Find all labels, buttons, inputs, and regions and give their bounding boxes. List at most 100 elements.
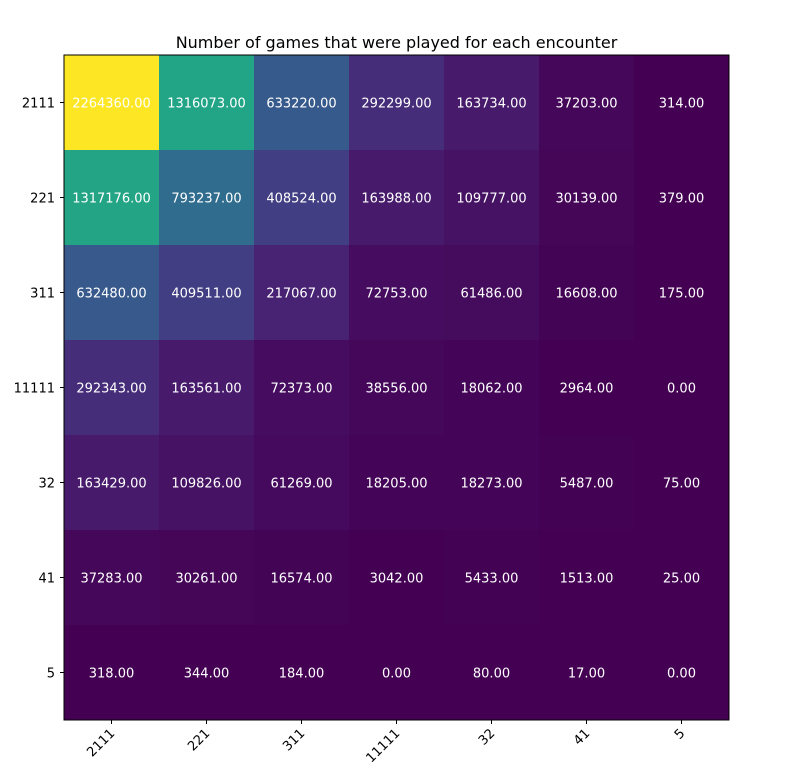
heatmap-cell [254,530,350,626]
heatmap-cells [64,55,730,721]
heatmap-cell [349,435,445,531]
heatmap-cell [444,150,540,246]
cell-value-label: 38556.00 [365,382,427,397]
heatmap-cell [539,625,635,721]
x-tick-label: 41 [571,726,593,748]
cell-value-label: 72373.00 [270,382,332,397]
heatmap-cell [539,435,635,531]
cell-value-label: 1317176.00 [72,192,151,207]
cell-value-label: 408524.00 [266,192,336,207]
heatmap-cell [64,55,160,151]
cell-value-label: 2964.00 [560,382,614,397]
heatmap-cell [64,435,160,531]
heatmap-cell [254,245,350,341]
heatmap-cell [634,245,730,341]
heatmap-cell [64,340,160,436]
heatmap-cell [159,55,255,151]
heatmap-cell [539,530,635,626]
heatmap-cell [539,55,635,151]
cell-value-label: 344.00 [184,667,230,682]
y-tick-label: 32 [38,477,55,492]
y-axis: 2111 221 311 11111 32 41 5 [14,97,64,682]
cell-value-label: 18062.00 [460,382,522,397]
cell-value-label: 25.00 [663,572,700,587]
heatmap-cell [64,245,160,341]
cell-value-label: 37283.00 [80,572,142,587]
heatmap-cell [349,150,445,246]
heatmap-cell [159,340,255,436]
chart-title: Number of games that were played for eac… [176,33,618,52]
heatmap-cell [634,340,730,436]
x-axis: 2111 221 311 11111 32 41 5 [84,720,688,766]
y-tick-label: 311 [30,287,55,302]
cell-value-label: 109826.00 [171,477,241,492]
heatmap-cell [159,150,255,246]
heatmap-cell [64,625,160,721]
heatmap-cell [349,55,445,151]
x-tick-label: 32 [476,726,498,748]
heatmap-cell [159,625,255,721]
cell-value-label: 163734.00 [456,97,526,112]
cell-value-label: 292343.00 [76,382,146,397]
cell-value-label: 72753.00 [365,287,427,302]
y-tick-label: 41 [38,572,55,587]
cell-value-label: 0.00 [667,382,696,397]
heatmap-cell [539,150,635,246]
heatmap-cell [349,245,445,341]
heatmap-cell [634,55,730,151]
heatmap-cell [444,340,540,436]
heatmap-cell [254,435,350,531]
heatmap-cell [254,150,350,246]
cell-value-label: 16608.00 [555,287,617,302]
cell-value-label: 292299.00 [361,97,431,112]
heatmap-cell [159,245,255,341]
y-tick-label: 2111 [22,97,55,112]
heatmap-cell [349,530,445,626]
cell-value-label: 184.00 [279,667,325,682]
cell-value-label: 0.00 [382,667,411,682]
heatmap-cell [349,340,445,436]
heatmap-cell [634,625,730,721]
cell-value-label: 3042.00 [370,572,424,587]
cell-value-label: 30139.00 [555,192,617,207]
heatmap-cell [634,150,730,246]
heatmap-cell [254,625,350,721]
cell-value-label: 175.00 [659,287,705,302]
cell-value-label: 2264360.00 [72,97,151,112]
heatmap-cell [634,435,730,531]
cell-value-label: 163429.00 [76,477,146,492]
x-tick-label: 221 [185,726,213,754]
cell-value-label: 5487.00 [560,477,614,492]
heatmap-cell [634,530,730,626]
heatmap-cell [254,340,350,436]
heatmap-cell [349,625,445,721]
x-tick-label: 311 [280,726,308,754]
cell-value-label: 1316073.00 [167,97,246,112]
y-tick-label: 5 [47,667,55,682]
cell-value-label: 37203.00 [555,97,617,112]
cell-value-label: 314.00 [659,97,705,112]
cell-value-label: 5433.00 [465,572,519,587]
cell-value-label: 18205.00 [365,477,427,492]
cell-value-label: 61269.00 [270,477,332,492]
cell-value-label: 18273.00 [460,477,522,492]
cell-value-label: 633220.00 [266,97,336,112]
y-tick-label: 11111 [14,382,55,397]
plot-frame [63,54,730,721]
cell-value-label: 0.00 [667,667,696,682]
cell-value-label: 163561.00 [171,382,241,397]
y-tick-label: 221 [30,192,55,207]
x-tick-label: 11111 [363,726,403,766]
cell-value-label: 75.00 [663,477,700,492]
heatmap-cell [159,530,255,626]
heatmap-cell [539,340,635,436]
heatmap-cell [444,625,540,721]
cell-value-label: 1513.00 [560,572,614,587]
cell-value-label: 109777.00 [456,192,526,207]
heatmap-cell [444,530,540,626]
cell-value-label: 217067.00 [266,287,336,302]
heatmap-cell [539,245,635,341]
heatmap-cell [64,530,160,626]
heatmap-cell [254,55,350,151]
